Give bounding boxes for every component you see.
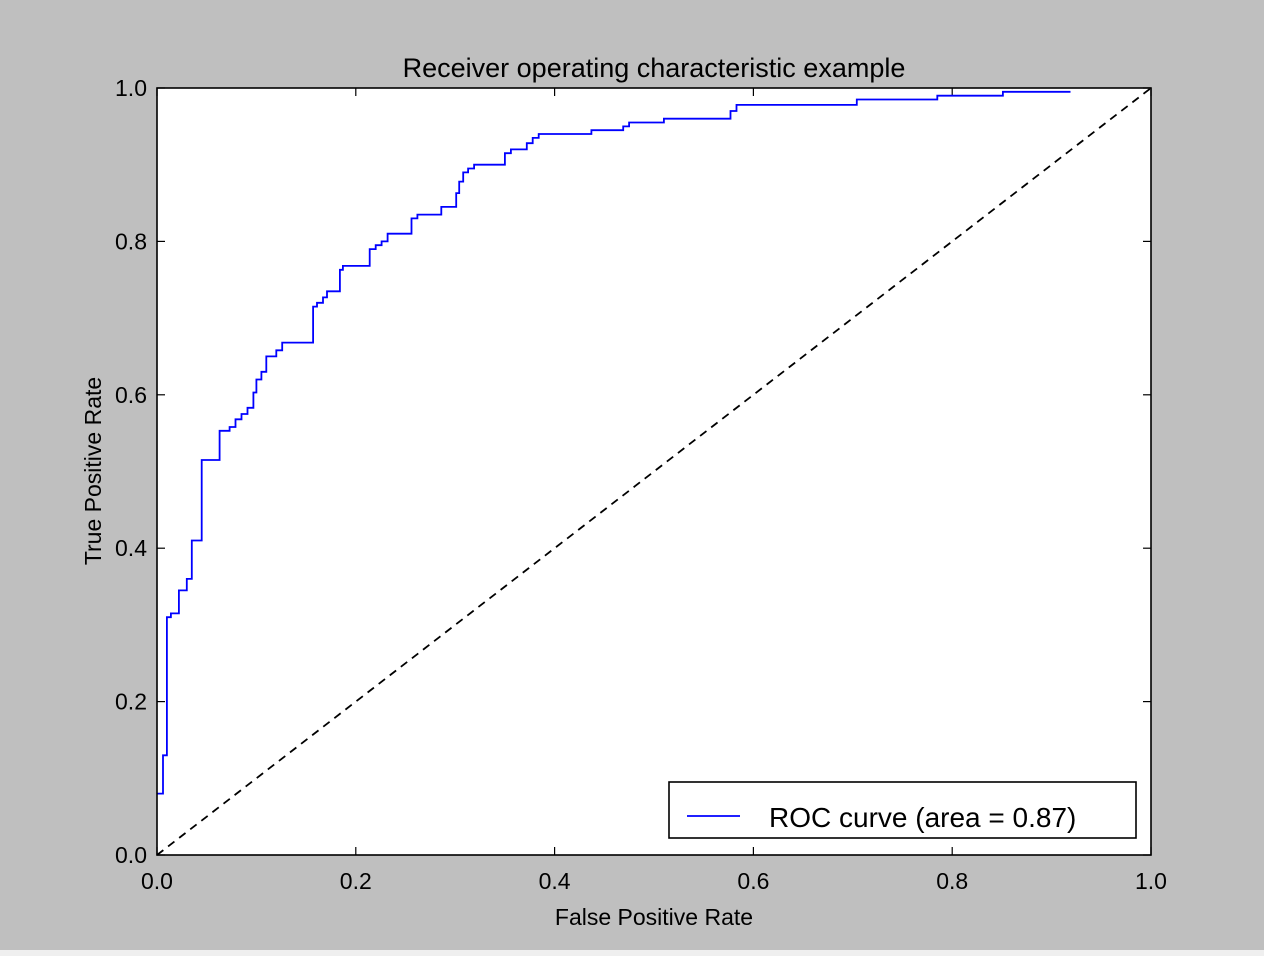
x-tick-labels: 0.0 0.2 0.4 0.6 0.8 1.0 [141, 868, 1167, 894]
x-tick-label: 0.6 [737, 868, 769, 894]
x-axis-label: False Positive Rate [555, 904, 753, 930]
x-tick-label: 0.2 [340, 868, 372, 894]
roc-curve-line [157, 90, 1071, 795]
y-tick-label: 1.0 [115, 75, 147, 101]
x-tick-label: 1.0 [1135, 868, 1167, 894]
legend-label-roc: ROC curve (area = 0.87) [769, 802, 1076, 833]
x-tick-label: 0.0 [141, 868, 173, 894]
y-tick-label: 0.8 [115, 228, 147, 254]
x-tick-label: 0.4 [539, 868, 571, 894]
x-tick-label: 0.8 [936, 868, 968, 894]
legend: ROC curve (area = 0.87) [668, 781, 1137, 839]
plot-frame [156, 87, 1152, 856]
y-tick-label: 0.2 [115, 689, 147, 715]
y-tick-label: 0.6 [115, 382, 147, 408]
chart-title: Receiver operating characteristic exampl… [403, 53, 906, 83]
legend-box [668, 781, 1137, 839]
window-bottom-edge [0, 950, 1264, 956]
y-tick-label: 0.4 [115, 535, 147, 561]
y-tick-label: 0.0 [115, 842, 147, 868]
series-lines [156, 87, 1152, 856]
y-tick-labels: 0.0 0.2 0.4 0.6 0.8 1.0 [115, 75, 147, 868]
plot-area [157, 88, 1151, 855]
y-axis-label: True Positive Rate [80, 377, 106, 565]
